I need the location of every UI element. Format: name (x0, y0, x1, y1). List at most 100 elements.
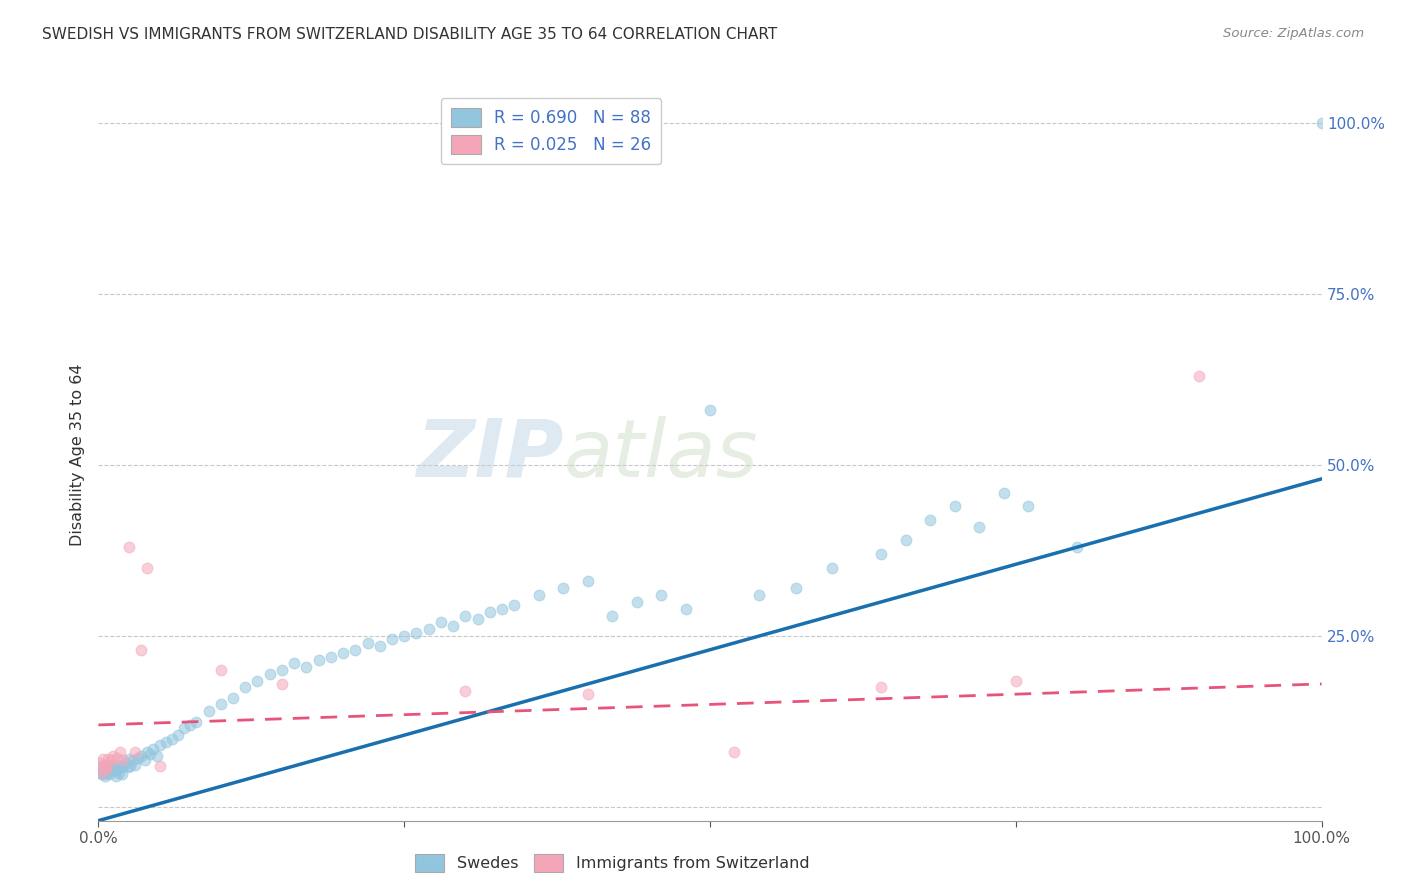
Point (392, 629, 416, 643)
Point (821, 560, 844, 574)
Point (110, 745, 132, 759)
Point (600, 608, 623, 623)
Point (105, 757, 128, 772)
Point (441, 619, 464, 633)
Point (748, 588, 770, 602)
Point (91, 765, 114, 780)
Point (270, 677, 294, 691)
Point (295, 660, 318, 674)
Point (93, 760, 115, 774)
Point (454, 683, 477, 698)
Point (943, 499, 966, 513)
Point (308, 653, 330, 667)
Point (478, 605, 501, 619)
Point (650, 588, 672, 602)
Point (120, 759, 142, 773)
Point (104, 769, 127, 783)
Point (259, 666, 281, 681)
Point (527, 588, 550, 602)
Point (454, 608, 477, 623)
Point (179, 718, 201, 732)
Point (233, 681, 256, 695)
Point (675, 601, 697, 615)
Point (246, 673, 269, 688)
Point (894, 533, 917, 548)
Point (98, 767, 121, 781)
Point (91, 767, 114, 781)
Point (114, 756, 136, 770)
Point (332, 646, 354, 660)
Point (118, 540, 141, 554)
Point (1188, 369, 1211, 384)
Point (101, 764, 124, 779)
Point (356, 636, 378, 650)
Point (491, 601, 513, 615)
Point (91, 752, 114, 766)
Text: SWEDISH VS IMMIGRANTS FROM SWITZERLAND DISABILITY AGE 35 TO 64 CORRELATION CHART: SWEDISH VS IMMIGRANTS FROM SWITZERLAND D… (42, 27, 778, 42)
Point (100, 754, 122, 768)
Point (139, 747, 162, 761)
Point (1017, 499, 1039, 513)
Point (111, 754, 134, 768)
Point (270, 663, 294, 677)
Point (160, 731, 183, 746)
Point (111, 767, 134, 781)
Point (576, 574, 599, 589)
Text: Source: ZipAtlas.com: Source: ZipAtlas.com (1223, 27, 1364, 40)
Point (418, 622, 440, 636)
Point (90, 760, 112, 774)
Legend: Swedes, Immigrants from Switzerland: Swedes, Immigrants from Switzerland (409, 847, 815, 879)
Point (467, 612, 489, 626)
Point (430, 615, 453, 630)
Point (319, 649, 342, 664)
Point (100, 759, 122, 773)
Point (920, 513, 942, 527)
Point (1310, 116, 1333, 130)
Point (134, 754, 156, 768)
Point (107, 763, 129, 777)
Point (1004, 673, 1026, 688)
Point (785, 581, 807, 595)
Point (129, 748, 152, 763)
Point (576, 687, 599, 701)
Point (142, 742, 165, 756)
Point (101, 748, 124, 763)
Text: ZIP: ZIP (416, 416, 564, 494)
Point (136, 745, 159, 759)
Point (97, 763, 120, 777)
Point (993, 485, 1015, 500)
Point (91, 764, 114, 779)
Point (96, 765, 118, 780)
Point (117, 760, 139, 774)
Point (368, 640, 391, 654)
Point (93, 769, 115, 783)
Point (344, 642, 367, 657)
Point (89, 756, 111, 770)
Point (222, 690, 245, 705)
Point (90, 763, 112, 777)
Point (118, 752, 141, 766)
Point (93, 757, 115, 772)
Point (870, 547, 893, 561)
Point (89, 765, 111, 780)
Point (108, 765, 131, 780)
Point (209, 663, 232, 677)
Point (105, 750, 128, 764)
Point (283, 657, 305, 671)
Point (699, 403, 721, 417)
Point (124, 745, 146, 759)
Point (124, 757, 146, 772)
Point (127, 750, 149, 764)
Point (870, 681, 893, 695)
Point (1066, 540, 1088, 554)
Point (146, 748, 169, 763)
Point (101, 763, 124, 777)
Point (97, 752, 120, 766)
Point (94, 763, 117, 777)
Point (149, 739, 172, 753)
Point (111, 759, 134, 773)
Point (103, 760, 125, 774)
Text: atlas: atlas (564, 416, 758, 494)
Point (96, 759, 118, 773)
Point (553, 581, 575, 595)
